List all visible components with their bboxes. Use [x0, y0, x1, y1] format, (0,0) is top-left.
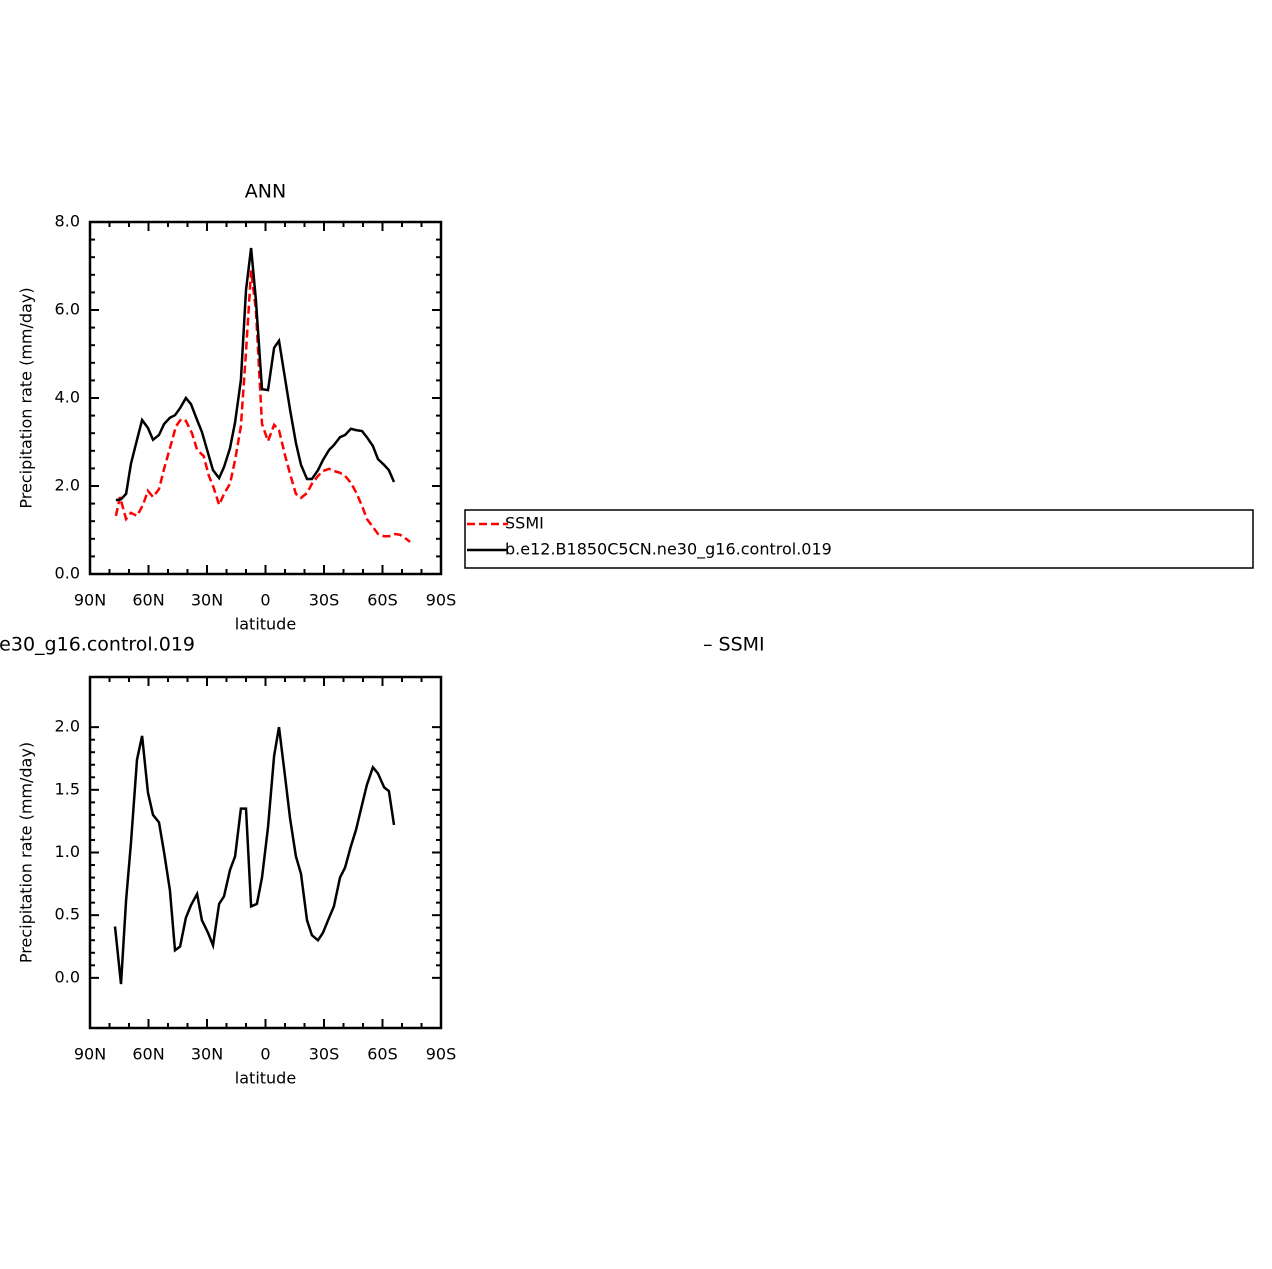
- x-tick-label: 60S: [367, 591, 398, 610]
- y-axis-label: Precipitation rate (mm/day): [17, 287, 36, 508]
- y-tick-label: 6.0: [55, 300, 80, 319]
- y-tick-label: 2.0: [55, 717, 80, 736]
- x-tick-label: 30S: [309, 591, 340, 610]
- x-tick-label: 30N: [191, 591, 223, 610]
- plot-frame: [88, 220, 443, 576]
- x-tick-label: 90N: [74, 1045, 106, 1064]
- data-line: [113, 726, 396, 985]
- x-tick-label: 60N: [132, 1045, 164, 1064]
- data-line: [115, 247, 396, 502]
- y-tick-label: 0.0: [55, 564, 80, 583]
- chart-title: b.e12.B1850C5CN.ne30_g16.control.019: [0, 634, 195, 656]
- y-tick-label: 8.0: [55, 212, 80, 231]
- y-tick-label: 4.0: [55, 388, 80, 407]
- chart-title: ANN: [245, 181, 286, 203]
- y-tick-label: 1.0: [55, 842, 80, 861]
- x-tick-label: 90S: [426, 1045, 457, 1064]
- legend-label: b.e12.B1850C5CN.ne30_g16.control.019: [505, 540, 832, 560]
- x-tick-label: 30S: [309, 1045, 340, 1064]
- x-tick-label: 0: [260, 591, 270, 610]
- x-tick-label: 90S: [426, 591, 457, 610]
- x-tick-label: 60N: [132, 591, 164, 610]
- x-axis-label: latitude: [235, 615, 296, 634]
- x-axis-label: latitude: [235, 1069, 296, 1088]
- y-tick-label: 1.5: [55, 779, 80, 798]
- x-tick-label: 30N: [191, 1045, 223, 1064]
- plot-frame: [88, 675, 443, 1030]
- chart-title: – SSMI: [703, 634, 765, 656]
- legend-box: [464, 509, 1254, 569]
- data-line: [114, 270, 411, 543]
- legend-label: SSMI: [505, 514, 544, 533]
- y-tick-label: 2.0: [55, 476, 80, 495]
- y-axis-label: Precipitation rate (mm/day): [17, 742, 36, 963]
- y-tick-label: 0.0: [55, 967, 80, 986]
- y-tick-label: 0.5: [55, 905, 80, 924]
- x-tick-label: 90N: [74, 591, 106, 610]
- x-tick-label: 0: [260, 1045, 270, 1064]
- x-tick-label: 60S: [367, 1045, 398, 1064]
